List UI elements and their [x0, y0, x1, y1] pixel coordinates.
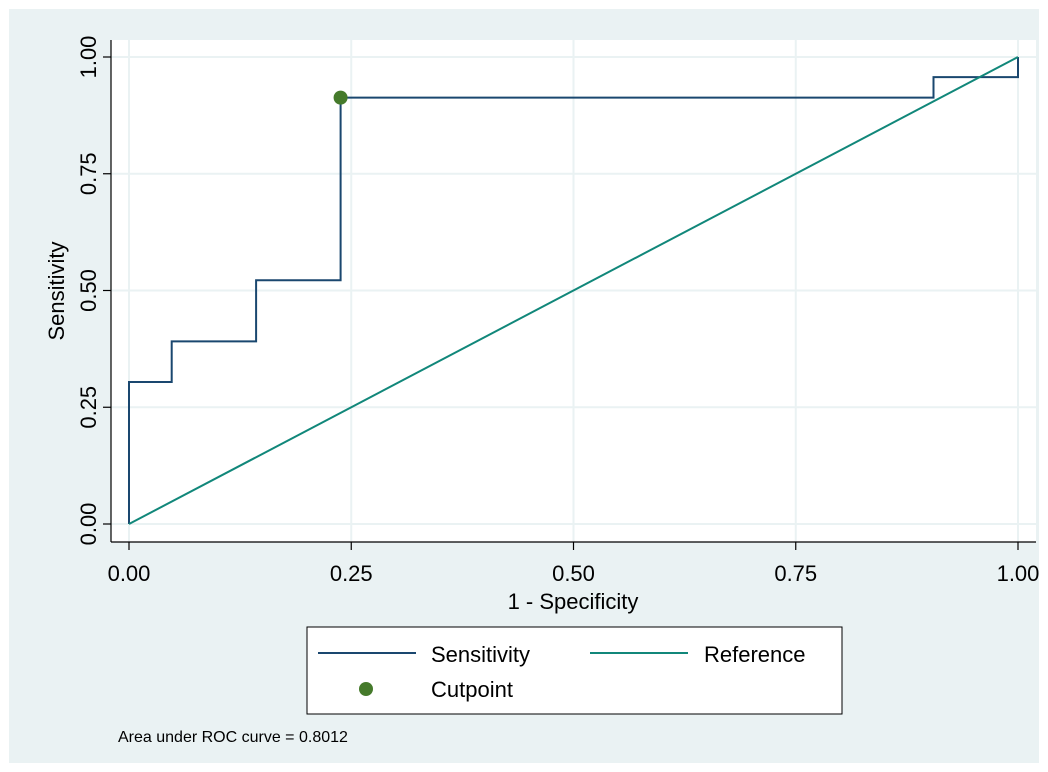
legend-cutpoint-label: Cutpoint [431, 677, 513, 702]
y-tick-label: 0.25 [76, 386, 101, 429]
legend-sensitivity-label: Sensitivity [431, 642, 530, 667]
auc-note: Area under ROC curve = 0.8012 [118, 729, 348, 746]
x-tick-label: 0.25 [330, 561, 373, 586]
y-tick-label: 0.00 [76, 503, 101, 546]
x-tick-label: 0.50 [552, 561, 595, 586]
legend-cutpoint-swatch [359, 682, 373, 696]
reference-line [128, 56, 1019, 525]
y-axis-title: Sensitivity [44, 241, 69, 340]
legend: Sensitivity Reference Cutpoint [306, 626, 843, 715]
y-tick-label: 0.50 [76, 269, 101, 312]
legend-reference-label: Reference [704, 642, 806, 667]
cutpoint-marker [333, 90, 348, 105]
y-tick-label: 0.75 [76, 152, 101, 195]
axis-ticks: 0.00 0.25 0.50 0.75 1.00 0.00 0.25 0.50 0.75 1.00 [76, 36, 1039, 586]
x-tick-label: 0.00 [108, 561, 151, 586]
y-tick-label: 1.00 [76, 36, 101, 79]
x-tick-label: 1.00 [997, 561, 1040, 586]
legend-box [306, 626, 843, 715]
x-tick-label: 0.75 [774, 561, 817, 586]
plot-series [128, 56, 1019, 525]
sensitivity-line [128, 57, 1019, 524]
x-axis-title: 1 - Specificity [508, 589, 639, 614]
